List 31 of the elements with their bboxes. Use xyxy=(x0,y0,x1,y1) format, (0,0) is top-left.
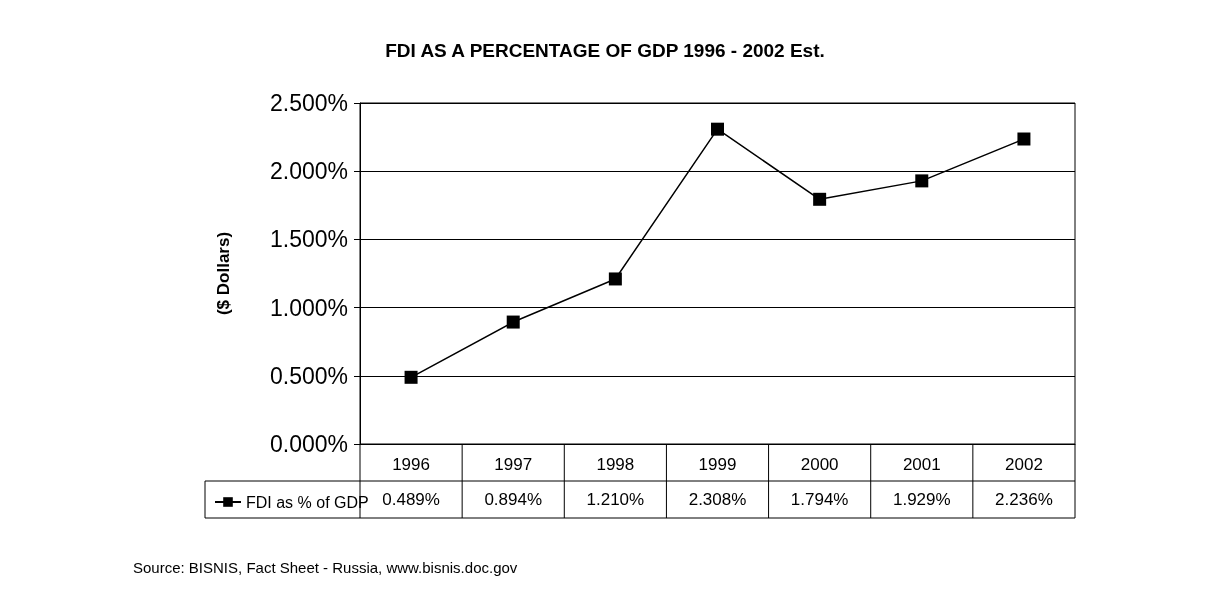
x-tick-label: 1998 xyxy=(596,455,635,474)
data-label: 0.489% xyxy=(382,490,440,509)
y-tick-label: 1.000% xyxy=(269,294,348,321)
point xyxy=(608,272,622,286)
x-tick-label: 2000 xyxy=(800,455,839,474)
legend-label: FDI as % of GDP xyxy=(246,493,369,511)
x-tick-label: 1997 xyxy=(494,455,533,474)
data-label: 1.794% xyxy=(790,490,849,509)
point xyxy=(404,370,418,384)
point xyxy=(506,315,520,329)
data-label: 2.236% xyxy=(995,490,1053,509)
data-label: 2.308% xyxy=(688,490,747,509)
x-tick-label: 1996 xyxy=(392,455,430,474)
point xyxy=(711,122,724,136)
y-tick-label: 2.500% xyxy=(269,90,348,116)
data-label: 0.894% xyxy=(484,490,543,509)
x-tick-label: 1999 xyxy=(698,455,737,474)
data-label: 1.929% xyxy=(892,490,951,509)
y-tick-label: 1.500% xyxy=(269,226,348,253)
point xyxy=(1017,132,1031,146)
x-tick-label: 2001 xyxy=(902,455,941,474)
y-axis-title: ($ Dollars) xyxy=(214,231,233,316)
y-tick-label: 0.500% xyxy=(269,362,348,389)
source-note: Source: BISNIS, Fact Sheet - Russia, www.bisnis.doc.gov xyxy=(133,558,518,576)
y-tick-label: 2.000% xyxy=(269,158,348,185)
chart-title: FDI AS A PERCENTAGE OF GDP 1996 - 2002 Est. xyxy=(385,40,825,61)
point xyxy=(915,174,929,188)
x-tick-label: 2002 xyxy=(1005,455,1043,474)
point xyxy=(813,192,827,206)
y-tick-label: 0.000% xyxy=(269,431,348,457)
data-label: 1.210% xyxy=(586,490,645,509)
